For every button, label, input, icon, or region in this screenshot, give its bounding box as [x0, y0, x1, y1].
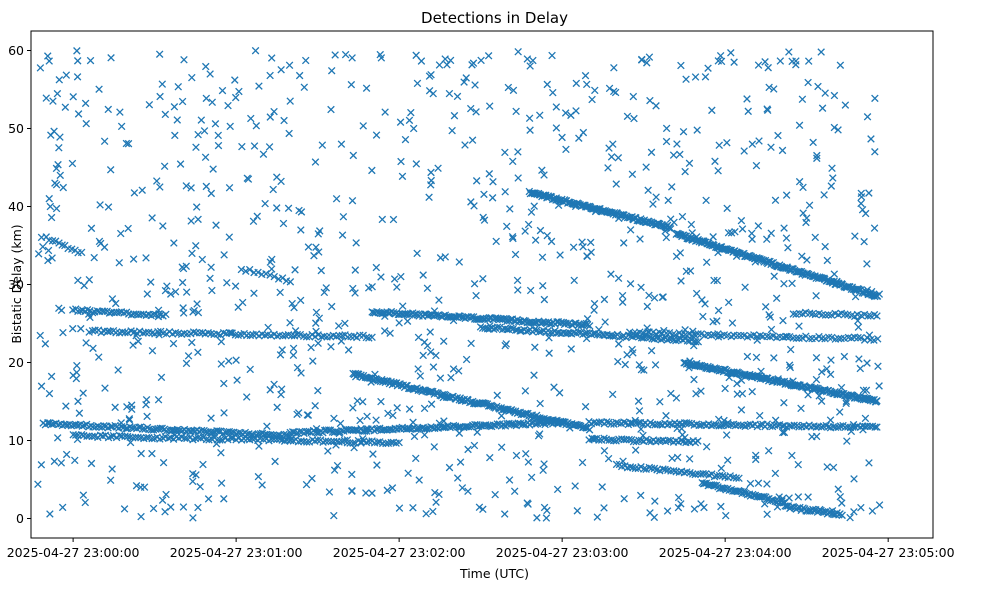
x-tick-label: 2025-04-27 23:00:00	[7, 545, 140, 560]
x-tick-label: 2025-04-27 23:05:00	[822, 545, 955, 560]
detection-point	[261, 331, 269, 340]
detection-point	[530, 319, 538, 327]
detection-point	[668, 330, 677, 339]
x-tick-label: 2025-04-27 23:02:00	[333, 545, 466, 560]
detection-point	[522, 327, 531, 336]
detection-point	[795, 309, 804, 318]
detection-point	[857, 334, 865, 342]
detection-point	[88, 327, 97, 335]
data-marks	[34, 46, 884, 522]
detection-point	[121, 328, 129, 337]
detection-point	[805, 309, 814, 317]
detection-point	[273, 332, 281, 340]
detection-point	[213, 330, 222, 339]
detection-point	[516, 327, 524, 335]
chart-title: Detections in Delay	[421, 9, 568, 27]
y-tick-label: 60	[8, 43, 24, 58]
detection-point	[666, 225, 675, 233]
detection-point	[225, 328, 234, 337]
y-tick-label: 0	[16, 511, 24, 526]
y-tick-label: 50	[8, 121, 24, 136]
detection-point	[535, 328, 544, 336]
detection-point	[293, 330, 302, 339]
detection-point	[583, 321, 592, 329]
detection-point	[871, 292, 879, 301]
detection-point	[507, 324, 515, 332]
detection-point	[653, 219, 662, 228]
detection-point	[629, 329, 638, 338]
detection-point	[189, 328, 198, 336]
y-tick-label: 20	[8, 355, 24, 370]
detection-point	[792, 334, 801, 342]
detection-point	[818, 334, 826, 343]
detection-point	[821, 311, 830, 319]
x-tick-label: 2025-04-27 23:01:00	[170, 545, 303, 560]
detection-point	[694, 330, 702, 338]
detection-point	[528, 189, 537, 197]
detection-point	[246, 331, 255, 340]
detection-point	[279, 332, 287, 340]
detection-point	[805, 334, 813, 343]
y-tick-label: 40	[8, 199, 24, 214]
detection-point	[763, 332, 771, 341]
detection-point	[737, 331, 745, 340]
detection-point	[219, 328, 228, 337]
x-tick-label: 2025-04-27 23:03:00	[496, 545, 629, 560]
detection-point	[100, 307, 109, 316]
y-axis-label: Bistatic Delay (km)	[9, 224, 24, 343]
detection-point	[362, 333, 371, 342]
detection-point	[365, 374, 374, 382]
detection-point	[824, 311, 833, 319]
detection-point	[302, 332, 311, 341]
detection-point	[449, 313, 458, 322]
y-tick-label: 10	[8, 433, 24, 448]
detection-point	[837, 334, 845, 343]
detection-point	[873, 397, 881, 405]
detection-point	[834, 334, 843, 343]
detection-point	[789, 310, 798, 318]
detection-point	[585, 322, 594, 330]
detection-point	[401, 309, 409, 318]
detection-point	[162, 310, 170, 319]
detection-point	[574, 328, 583, 337]
detection-point	[873, 335, 882, 343]
detection-point	[692, 338, 700, 346]
detection-point	[83, 306, 92, 314]
detection-point	[368, 333, 376, 342]
detection-point	[873, 312, 881, 320]
detection-point	[733, 331, 742, 340]
detection-point	[824, 333, 833, 342]
detection-point	[609, 332, 617, 340]
detection-point	[135, 327, 144, 335]
detection-point	[530, 325, 539, 334]
x-tick-label: 2025-04-27 23:04:00	[659, 545, 792, 560]
detection-point	[88, 308, 97, 317]
detection-point	[141, 328, 150, 337]
detection-point	[671, 331, 680, 339]
detection-point	[234, 331, 242, 339]
detection-point	[216, 331, 225, 339]
x-axis-label: Time (UTC)	[459, 566, 529, 581]
detection-point	[854, 333, 862, 342]
detection-point	[314, 331, 322, 339]
detection-point	[493, 323, 502, 331]
detection-point	[864, 312, 872, 320]
